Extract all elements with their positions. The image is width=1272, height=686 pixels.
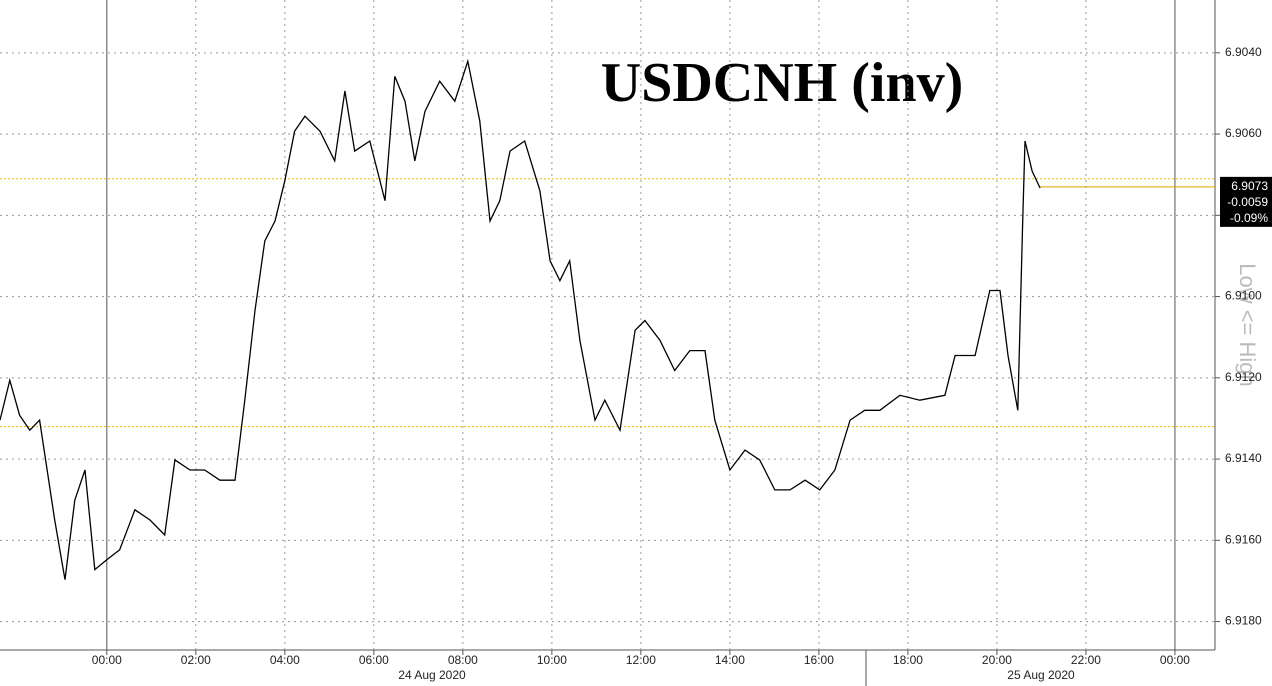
date-label: 24 Aug 2020 <box>398 668 466 682</box>
change-pct: -0.09% <box>1230 211 1268 225</box>
last-price: 6.9073 <box>1231 179 1268 193</box>
x-tick-label: 00:00 <box>1160 653 1190 667</box>
x-tick-label: 04:00 <box>270 653 300 667</box>
change: -0.0059 <box>1227 195 1268 209</box>
x-tick-label: 02:00 <box>181 653 211 667</box>
price-box <box>1220 176 1272 227</box>
date-label: 25 Aug 2020 <box>1007 668 1075 682</box>
y-tick-label: 6.9120 <box>1225 370 1262 384</box>
y-axis-label: Low <= High <box>1235 263 1260 387</box>
x-tick-label: 14:00 <box>715 653 745 667</box>
x-tick-label: 20:00 <box>982 653 1012 667</box>
y-tick-label: 6.9100 <box>1225 289 1262 303</box>
price-line <box>0 58 1041 580</box>
x-tick-label: 10:00 <box>537 653 567 667</box>
chart-title: USDCNH (inv) <box>601 52 963 114</box>
x-tick-label: 16:00 <box>804 653 834 667</box>
y-tick-label: 6.9140 <box>1225 451 1262 465</box>
y-tick-label: 6.9060 <box>1225 126 1262 140</box>
y-tick-label: 6.9160 <box>1225 532 1262 546</box>
x-tick-label: 00:00 <box>92 653 122 667</box>
x-tick-label: 06:00 <box>359 653 389 667</box>
x-tick-label: 18:00 <box>893 653 923 667</box>
x-tick-label: 08:00 <box>448 653 478 667</box>
x-tick-label: 22:00 <box>1071 653 1101 667</box>
y-tick-label: 6.9180 <box>1225 614 1262 628</box>
y-tick-label: 6.9040 <box>1225 45 1262 59</box>
x-tick-label: 12:00 <box>626 653 656 667</box>
